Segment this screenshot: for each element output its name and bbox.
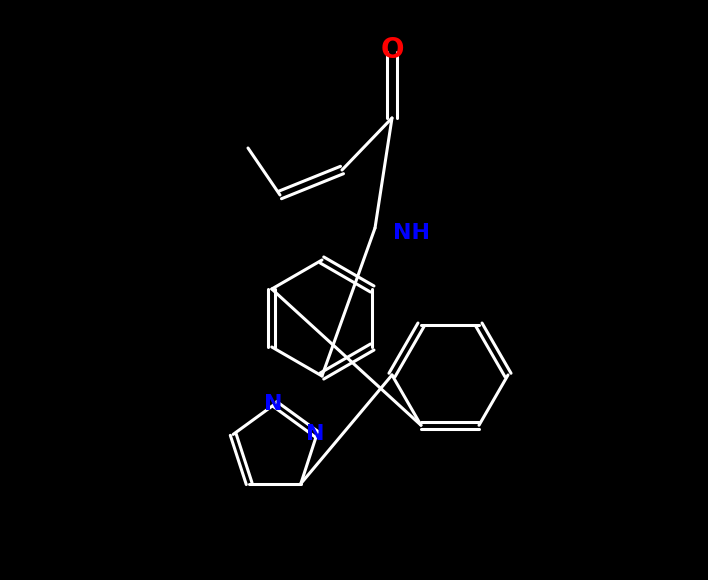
Text: O: O: [380, 36, 404, 64]
Text: NH: NH: [393, 223, 430, 243]
Text: N: N: [264, 394, 282, 414]
Text: N: N: [306, 425, 324, 444]
